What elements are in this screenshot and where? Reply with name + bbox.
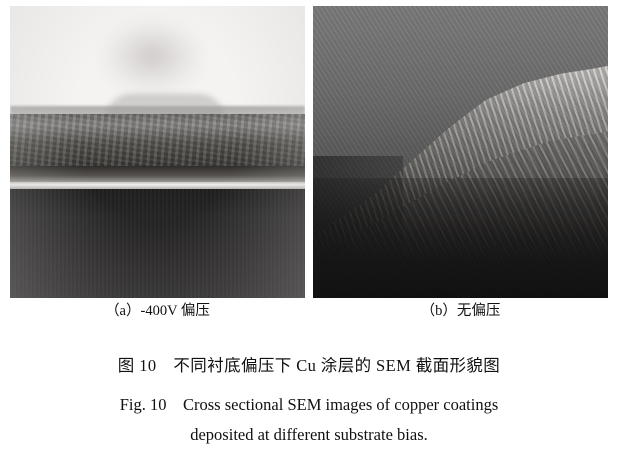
sem-image-panel-a: [10, 6, 305, 298]
caption-english-line-2: deposited at different substrate bias.: [190, 425, 428, 444]
fiber-texture-overlay: [313, 6, 608, 298]
figure-panels: [0, 6, 618, 298]
sub-caption-a: （a）-400V 偏压: [105, 303, 210, 319]
interface-bright-line: [10, 182, 305, 189]
substrate-region: [10, 189, 305, 298]
shadow-region: [313, 156, 403, 298]
sub-caption-b: （b）无偏压: [420, 303, 501, 319]
sub-captions: （a）-400V 偏压 （b）无偏压: [0, 300, 618, 324]
caption-english-line-1: Fig. 10 Cross sectional SEM images of co…: [119, 395, 499, 414]
interface-dark-band: [10, 166, 305, 182]
sem-image-panel-b: [313, 6, 608, 298]
charging-halo: [98, 16, 206, 96]
figure-caption: 图 10 不同衬底偏压下 Cu 涂层的 SEM 截面形貌图 Fig. 10 Cr…: [0, 352, 618, 450]
image-vignette: [10, 6, 305, 298]
caption-chinese: 图 10 不同衬底偏压下 Cu 涂层的 SEM 截面形貌图: [117, 356, 501, 375]
copper-coating-layer: [10, 114, 305, 166]
